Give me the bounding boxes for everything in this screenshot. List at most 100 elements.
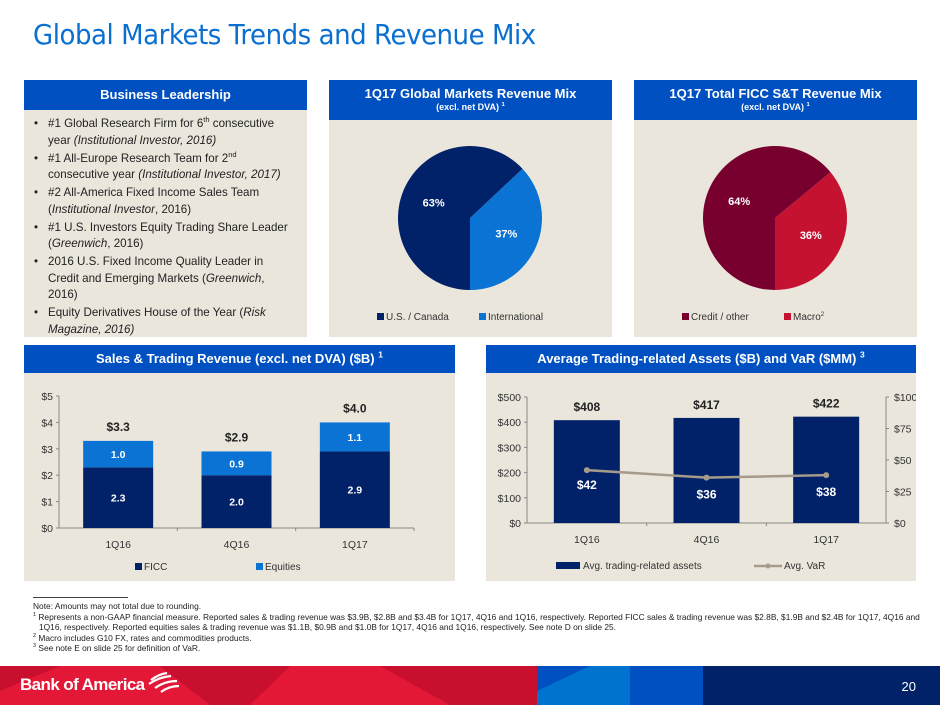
bar2-chart: $0 $100 $200 $300 $400 $500 $0 $25 $50 $75 $100 $40… (498, 392, 918, 572)
bar-assets-4Q16 (673, 417, 740, 523)
bar-ficc-1Q16 (83, 467, 154, 528)
y2-tick-label: $25 (894, 487, 912, 499)
pie1-title: 1Q17 Global Markets Revenue Mix (364, 86, 577, 101)
bar-ficc-1Q17 (319, 451, 390, 528)
y2-tick-label: $50 (894, 455, 912, 467)
pie-slice-u-s-canada (398, 146, 523, 290)
pie-slice-label: 37% (495, 229, 517, 241)
pie2-title: 1Q17 Total FICC S&T Revenue Mix (669, 86, 882, 101)
pie2-chart: 36% 64% Credit / other Macro2 (682, 146, 847, 323)
x-tick-label: 4Q16 (224, 539, 250, 551)
pie-slice-international (470, 168, 542, 290)
leadership-item: #1 U.S. Investors Equity Trading Share L… (34, 220, 297, 253)
footer-bar: Bank of America 20 (0, 666, 940, 705)
bar-equities-1Q17 (319, 422, 390, 452)
legend-swatch (682, 313, 689, 320)
footnote-2: 2 Macro includes G10 FX, rates and commo… (33, 632, 252, 643)
bar1-title: Sales & Trading Revenue (excl. net DVA) … (96, 351, 375, 366)
x-tick-label: 1Q16 (105, 539, 131, 551)
footnote-3: 3 See note E on slide 25 for definition … (33, 643, 201, 654)
legend-swatch (256, 563, 263, 570)
bar2-header: Average Trading-related Assets ($B) and … (486, 345, 916, 373)
legend-swatch (135, 563, 142, 570)
y-tick-label: $400 (498, 417, 522, 429)
footnote-note: Note: Amounts may not total due to round… (33, 601, 202, 611)
bar-equities-1Q16 (83, 440, 154, 468)
bar-ficc-4Q16 (201, 475, 272, 528)
leadership-item: Equity Derivatives House of the Year (Ri… (34, 305, 297, 338)
leadership-item: 2016 U.S. Fixed Income Quality Leader in… (34, 254, 297, 304)
bar-equities-4Q16 (201, 451, 272, 476)
legend-swatch (479, 313, 486, 320)
y-tick-label: $1 (41, 497, 53, 509)
legend-label: Credit / other (691, 312, 749, 323)
pie-slice-label: 36% (800, 230, 822, 242)
footnotes: Note: Amounts may not total due to round… (33, 597, 923, 654)
bar-value-label: 1.1 (348, 432, 363, 444)
leadership-item: #1 All-Europe Research Team for 2nd cons… (34, 150, 297, 184)
leadership-item: #1 Global Research Firm for 6th consecut… (34, 116, 297, 149)
footnote-rule (33, 597, 128, 598)
legend-label: Equities (265, 562, 301, 573)
x-tick-label: 1Q16 (574, 534, 600, 546)
trading-assets-var-panel: Average Trading-related Assets ($B) and … (486, 345, 918, 581)
pie-slice-macro (775, 172, 847, 290)
footer-background (0, 666, 940, 705)
y-tick-label: $3 (41, 444, 53, 456)
pie2-subtitle: (excl. net DVA) 1 (741, 102, 810, 112)
business-leadership-header: Business Leadership (24, 80, 307, 110)
bar-value-label: $417 (693, 398, 720, 412)
bar-value-label: 2.3 (111, 493, 126, 505)
bank-of-america-logo: Bank of America (20, 675, 145, 694)
y-tick-label: $500 (498, 392, 522, 404)
y-tick-label: $0 (509, 518, 521, 530)
page-title: Global Markets Trends and Revenue Mix (33, 18, 536, 51)
var-value-label: $38 (816, 485, 836, 499)
bar-total-label: $3.3 (106, 420, 130, 434)
ficc-mix-panel: 1Q17 Total FICC S&T Revenue Mix (excl. n… (634, 80, 917, 337)
bar-value-label: $408 (573, 400, 600, 414)
bar-value-label: 0.9 (229, 458, 244, 470)
bar1-chart: $0 $1 $2 $3 $4 $5 2.3 1.0 $3.3 1Q16 2.0 0.9 $2.9 4Q16… (41, 391, 415, 573)
y-tick-label: $200 (498, 468, 522, 480)
legend-swatch (377, 313, 384, 320)
y2-tick-label: $0 (894, 518, 906, 530)
bar-assets-1Q17 (793, 416, 860, 523)
bar2-title: Average Trading-related Assets ($B) and … (537, 351, 857, 366)
legend-label: Avg. trading-related assets (583, 561, 702, 572)
var-point (583, 467, 590, 474)
var-point (823, 472, 830, 479)
y-tick-label: $100 (498, 493, 522, 505)
bar-total-label: $2.9 (225, 430, 249, 444)
pie1-header: 1Q17 Global Markets Revenue Mix (excl. n… (329, 80, 612, 120)
pie1-subtitle: (excl. net DVA) 1 (436, 102, 505, 112)
x-tick-label: 1Q17 (813, 534, 839, 546)
y-tick-label: $300 (498, 442, 522, 454)
bar-value-label: 2.9 (348, 485, 363, 497)
sales-trading-panel: Sales & Trading Revenue (excl. net DVA) … (24, 345, 455, 581)
footnote-1: 1 Represents a non-GAAP financial measur… (33, 611, 920, 633)
bar-total-label: $4.0 (343, 401, 367, 415)
leadership-item: #2 All-America Fixed Income Sales Team (… (34, 185, 297, 218)
y2-tick-label: $75 (894, 424, 912, 436)
y-tick-label: $0 (41, 523, 53, 535)
pie2-header: 1Q17 Total FICC S&T Revenue Mix (excl. n… (634, 80, 917, 120)
pie-slice-label: 63% (423, 197, 445, 209)
bar-value-label: $422 (813, 397, 840, 411)
legend-label: Avg. VaR (784, 561, 825, 572)
flagscape-icon (148, 672, 180, 693)
y2-tick-label: $100 (894, 392, 916, 404)
y-tick-label: $4 (41, 417, 53, 429)
legend-label: FICC (144, 562, 167, 573)
legend-label: International (488, 312, 543, 323)
pie-slice-credit-other (703, 146, 831, 290)
page-number: 20 (901, 679, 916, 694)
y-tick-label: $5 (41, 391, 53, 403)
bar-value-label: 1.0 (111, 449, 126, 461)
legend-swatch (784, 313, 791, 320)
bar1-header: Sales & Trading Revenue (excl. net DVA) … (24, 345, 455, 373)
y-tick-label: $2 (41, 470, 53, 482)
bar-value-label: 2.0 (229, 497, 244, 509)
x-tick-label: 1Q17 (342, 539, 368, 551)
x-tick-label: 4Q16 (694, 534, 720, 546)
